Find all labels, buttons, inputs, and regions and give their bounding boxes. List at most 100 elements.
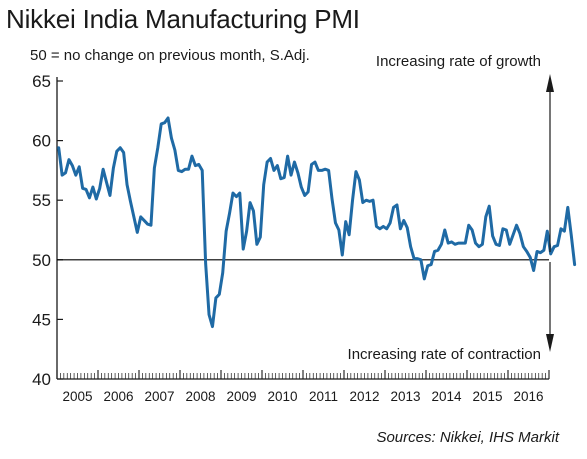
data-point bbox=[92, 186, 94, 188]
data-point bbox=[181, 170, 183, 172]
data-point bbox=[194, 164, 196, 166]
y-tick-label: 65 bbox=[32, 72, 51, 91]
data-point bbox=[437, 249, 439, 251]
data-point bbox=[556, 244, 558, 246]
data-point bbox=[382, 225, 384, 227]
x-tick-label: 2007 bbox=[144, 389, 174, 404]
data-point bbox=[372, 199, 374, 201]
data-point bbox=[399, 228, 401, 230]
data-point bbox=[204, 262, 206, 264]
data-point bbox=[75, 174, 77, 176]
data-point bbox=[88, 197, 90, 199]
data-point bbox=[211, 325, 213, 327]
data-point bbox=[474, 242, 476, 244]
data-point bbox=[505, 229, 507, 231]
data-point bbox=[457, 242, 459, 244]
data-point bbox=[512, 234, 514, 236]
data-point bbox=[239, 192, 241, 194]
data-point bbox=[310, 163, 312, 165]
data-point bbox=[85, 188, 87, 190]
data-point bbox=[375, 225, 377, 227]
data-point bbox=[99, 187, 101, 189]
y-axis: 40 45 50 55 60 65 bbox=[32, 72, 63, 389]
x-tick-label: 2015 bbox=[472, 389, 502, 404]
data-point bbox=[365, 199, 367, 201]
data-point bbox=[392, 206, 394, 208]
data-point bbox=[184, 168, 186, 170]
data-point bbox=[532, 269, 534, 271]
x-tick-label: 2005 bbox=[62, 389, 92, 404]
data-point bbox=[389, 222, 391, 224]
data-point bbox=[409, 245, 411, 247]
data-point bbox=[478, 245, 480, 247]
data-point bbox=[464, 242, 466, 244]
data-point bbox=[109, 194, 111, 196]
data-point bbox=[519, 232, 521, 234]
data-point bbox=[81, 187, 83, 189]
data-point bbox=[396, 204, 398, 206]
y-tick-label: 45 bbox=[32, 310, 51, 329]
data-point bbox=[444, 229, 446, 231]
data-point bbox=[116, 150, 118, 152]
data-point bbox=[222, 272, 224, 274]
data-point bbox=[430, 263, 432, 265]
data-point bbox=[522, 245, 524, 247]
data-point bbox=[133, 216, 135, 218]
x-tick-label: 2016 bbox=[513, 389, 543, 404]
data-point bbox=[228, 212, 230, 214]
data-point bbox=[321, 169, 323, 171]
data-point bbox=[218, 293, 220, 295]
data-point bbox=[283, 176, 285, 178]
data-point bbox=[386, 228, 388, 230]
data-point bbox=[351, 199, 353, 201]
data-point bbox=[119, 147, 121, 149]
data-point bbox=[570, 234, 572, 236]
data-point bbox=[314, 161, 316, 163]
x-tick-label: 2012 bbox=[349, 389, 379, 404]
data-point bbox=[498, 244, 500, 246]
data-point bbox=[286, 155, 288, 157]
data-point bbox=[177, 169, 179, 171]
data-point bbox=[215, 297, 217, 299]
data-point bbox=[71, 164, 73, 166]
data-point bbox=[327, 169, 329, 171]
chart-subtitle: 50 = no change on previous month, S.Adj. bbox=[30, 47, 310, 64]
data-point bbox=[529, 256, 531, 258]
data-point bbox=[273, 169, 275, 171]
data-point bbox=[157, 147, 159, 149]
data-point bbox=[102, 168, 104, 170]
data-point bbox=[293, 161, 295, 163]
data-point bbox=[539, 251, 541, 253]
data-point bbox=[427, 265, 429, 267]
data-point bbox=[573, 263, 575, 265]
data-point bbox=[174, 149, 176, 151]
data-point bbox=[560, 228, 562, 230]
data-point bbox=[433, 250, 435, 252]
y-tick-label: 40 bbox=[32, 370, 51, 389]
data-point bbox=[276, 164, 278, 166]
data-point bbox=[368, 200, 370, 202]
data-point bbox=[163, 122, 165, 124]
data-point bbox=[167, 117, 169, 119]
data-point bbox=[153, 167, 155, 169]
data-point bbox=[136, 231, 138, 233]
data-point bbox=[481, 243, 483, 245]
y-tick-label: 50 bbox=[32, 251, 51, 270]
data-point bbox=[423, 278, 425, 280]
contraction-arrowhead bbox=[546, 334, 554, 352]
data-point bbox=[334, 222, 336, 224]
data-point bbox=[379, 228, 381, 230]
data-point bbox=[450, 241, 452, 243]
data-point bbox=[150, 224, 152, 226]
data-point bbox=[146, 223, 148, 225]
data-point bbox=[249, 201, 251, 203]
series-line-pmi bbox=[57, 116, 577, 329]
chart-source: Sources: Nikkei, IHS Markit bbox=[376, 429, 559, 446]
data-point bbox=[280, 178, 282, 180]
data-point bbox=[191, 155, 193, 157]
data-point bbox=[345, 220, 347, 222]
data-point bbox=[201, 169, 203, 171]
annotation-growth: Increasing rate of growth bbox=[376, 53, 541, 70]
data-point bbox=[468, 224, 470, 226]
